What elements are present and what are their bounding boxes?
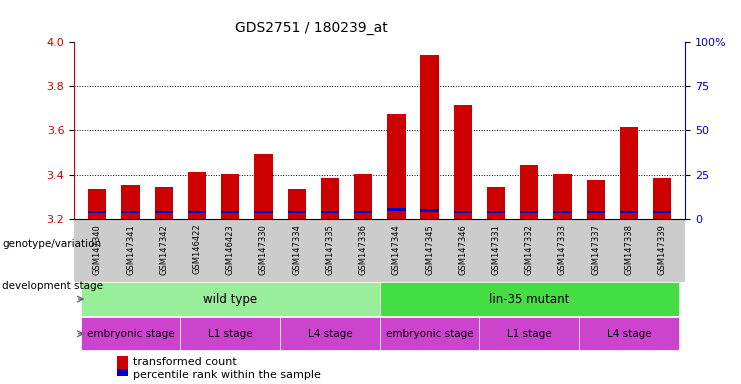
- Text: GSM147335: GSM147335: [325, 224, 334, 275]
- Text: lin-35 mutant: lin-35 mutant: [489, 293, 570, 306]
- Text: GSM147341: GSM147341: [126, 224, 135, 275]
- Text: GSM147332: GSM147332: [525, 224, 534, 275]
- Text: L4 stage: L4 stage: [308, 329, 352, 339]
- Bar: [117, 356, 128, 369]
- Bar: [380, 317, 479, 351]
- Text: GSM147331: GSM147331: [491, 224, 501, 275]
- Text: L1 stage: L1 stage: [208, 329, 253, 339]
- Text: GSM146422: GSM146422: [193, 224, 202, 275]
- Text: GSM147336: GSM147336: [359, 224, 368, 275]
- Bar: [520, 165, 539, 219]
- Bar: [420, 209, 439, 212]
- Bar: [155, 210, 173, 213]
- Bar: [180, 317, 280, 351]
- Bar: [81, 283, 380, 316]
- Bar: [221, 174, 239, 219]
- Bar: [520, 210, 539, 213]
- Bar: [453, 105, 472, 219]
- Bar: [122, 210, 140, 213]
- Bar: [88, 210, 107, 213]
- Bar: [388, 209, 405, 211]
- Bar: [155, 187, 173, 219]
- Bar: [254, 210, 273, 213]
- Bar: [554, 174, 571, 219]
- Text: percentile rank within the sample: percentile rank within the sample: [133, 370, 321, 380]
- Bar: [188, 172, 206, 219]
- Text: embryonic stage: embryonic stage: [87, 329, 174, 339]
- Text: GSM147339: GSM147339: [658, 224, 667, 275]
- Bar: [88, 189, 107, 219]
- Bar: [554, 210, 571, 213]
- Bar: [420, 55, 439, 219]
- Text: GSM147333: GSM147333: [558, 224, 567, 275]
- Text: L1 stage: L1 stage: [507, 329, 551, 339]
- Text: embryonic stage: embryonic stage: [386, 329, 473, 339]
- Bar: [354, 174, 372, 219]
- Text: L4 stage: L4 stage: [607, 329, 651, 339]
- Bar: [354, 210, 372, 213]
- Text: GSM147340: GSM147340: [93, 224, 102, 275]
- Bar: [81, 317, 180, 351]
- Text: GSM147345: GSM147345: [425, 224, 434, 275]
- Bar: [188, 210, 206, 213]
- Text: GSM147344: GSM147344: [392, 224, 401, 275]
- Text: GDS2751 / 180239_at: GDS2751 / 180239_at: [235, 21, 388, 35]
- Bar: [487, 210, 505, 213]
- Bar: [579, 317, 679, 351]
- Bar: [388, 114, 405, 219]
- Bar: [122, 185, 140, 219]
- Text: transformed count: transformed count: [133, 358, 236, 367]
- Bar: [619, 127, 638, 219]
- Bar: [479, 317, 579, 351]
- Bar: [653, 178, 671, 219]
- Bar: [288, 189, 306, 219]
- Bar: [587, 180, 605, 219]
- Bar: [288, 210, 306, 213]
- Text: wild type: wild type: [203, 293, 257, 306]
- Bar: [487, 187, 505, 219]
- Text: GSM147334: GSM147334: [292, 224, 301, 275]
- Bar: [221, 210, 239, 213]
- Bar: [453, 210, 472, 213]
- Text: GSM147342: GSM147342: [159, 224, 168, 275]
- Bar: [117, 369, 128, 381]
- Bar: [619, 210, 638, 213]
- Bar: [587, 210, 605, 213]
- Text: GSM147337: GSM147337: [591, 224, 600, 275]
- Bar: [321, 178, 339, 219]
- Text: GSM147346: GSM147346: [459, 224, 468, 275]
- Bar: [380, 283, 679, 316]
- Bar: [321, 210, 339, 213]
- Text: GSM147330: GSM147330: [259, 224, 268, 275]
- Text: GSM147338: GSM147338: [625, 224, 634, 275]
- Bar: [280, 317, 380, 351]
- Text: GSM146423: GSM146423: [226, 224, 235, 275]
- Bar: [653, 210, 671, 213]
- Text: development stage: development stage: [2, 281, 103, 291]
- Bar: [254, 154, 273, 219]
- Text: genotype/variation: genotype/variation: [2, 239, 102, 249]
